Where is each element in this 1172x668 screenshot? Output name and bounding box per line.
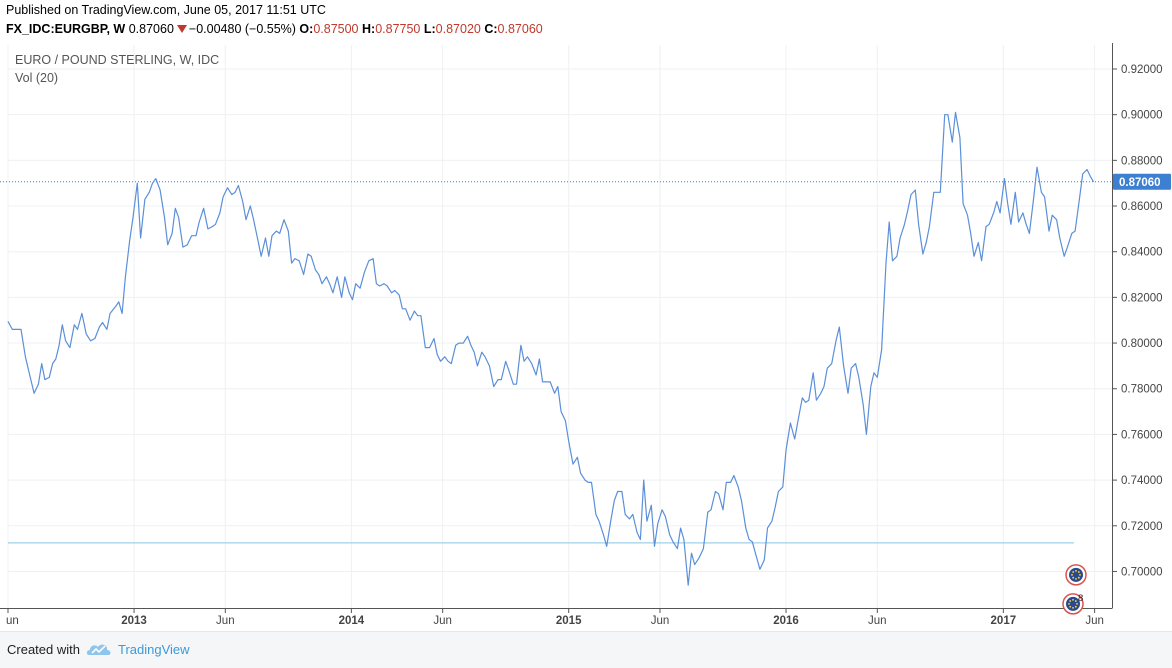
low-value: 0.87020	[435, 22, 481, 36]
y-tick-label: 0.86000	[1121, 201, 1163, 213]
created-with-text: Created with	[7, 642, 80, 657]
published-line: Published on TradingView.com, June 05, 2…	[6, 3, 326, 17]
eu-star-icon	[1072, 598, 1074, 601]
y-tick-label: 0.70000	[1121, 566, 1163, 578]
last-price: 0.87060	[128, 22, 174, 36]
x-tick-label: Jun	[216, 615, 235, 627]
y-tick-label: 0.92000	[1121, 64, 1163, 76]
open-label: O:	[299, 22, 314, 36]
y-tick-label: 0.84000	[1121, 247, 1163, 259]
volume-legend: Vol (20)	[15, 71, 59, 85]
footer-bar: Created with TradingView	[0, 631, 1172, 668]
eu-star-icon	[1075, 577, 1077, 580]
event-badge-group-flag-icon	[1066, 596, 1080, 611]
eu-star-icon	[1079, 573, 1081, 576]
y-tick-label: 0.90000	[1121, 110, 1163, 122]
low-label: L:	[423, 22, 436, 36]
y-tick-label: 0.78000	[1121, 384, 1163, 396]
eu-star-icon	[1074, 600, 1077, 602]
chart-legend-title: EURO / POUND STERLING, W, IDC	[15, 53, 220, 67]
eu-star-icon	[1069, 600, 1072, 602]
x-tick-label: 2014	[339, 615, 365, 627]
symbol-quote-line: FX_IDC:EURGBP, W 0.87060 −0.00480 (−0.55%…	[6, 22, 543, 36]
symbol-name[interactable]: FX_IDC:EURGBP, W	[6, 22, 126, 36]
eu-star-icon	[1076, 602, 1078, 605]
event-badge-count: 8	[1078, 593, 1083, 604]
close-value: 0.87060	[497, 22, 543, 36]
open-value: 0.87500	[313, 22, 359, 36]
price-series-line	[7, 111, 1095, 586]
eu-star-icon	[1072, 606, 1074, 609]
eu-star-icon	[1074, 605, 1077, 608]
current-price-label: 0.87060	[1119, 177, 1161, 189]
x-tick-label: Jun	[433, 615, 452, 627]
x-tick-label: 2016	[773, 615, 799, 627]
x-tick-label: Jun	[651, 615, 670, 627]
eu-star-icon	[1069, 605, 1072, 608]
tradingview-brand-link[interactable]: TradingView	[118, 642, 190, 657]
eu-star-icon	[1072, 571, 1075, 573]
price-chart[interactable]: 0.92000 0.90000 0.88000 0.86000 0.84000 0.820…	[0, 43, 1172, 631]
y-tick-label: 0.72000	[1121, 521, 1163, 533]
current-price-tag	[1113, 173, 1171, 190]
tradingview-logo-icon[interactable]	[86, 641, 112, 657]
y-tick-label: 0.82000	[1121, 292, 1163, 304]
y-tick-label: 0.74000	[1121, 475, 1163, 487]
y-tick-label: 0.88000	[1121, 155, 1163, 167]
eu-star-icon	[1077, 571, 1080, 573]
x-tick-label: 2015	[556, 615, 582, 627]
x-tick-label: Jun	[1085, 615, 1104, 627]
price-change: −0.00480 (−0.55%)	[188, 22, 296, 36]
x-tick-label: un	[6, 615, 19, 627]
event-badge-flag-icon	[1069, 567, 1083, 582]
eu-star-icon	[1075, 569, 1077, 572]
x-tick-label: Jun	[868, 615, 887, 627]
eu-star-icon	[1068, 602, 1070, 605]
x-tick-label: 2017	[991, 615, 1017, 627]
y-tick-label: 0.80000	[1121, 338, 1163, 350]
high-value: 0.87750	[375, 22, 421, 36]
down-triangle-icon	[176, 25, 187, 33]
eu-star-icon	[1077, 576, 1080, 579]
high-label: H:	[361, 22, 376, 36]
x-tick-label: 2013	[121, 615, 147, 627]
eu-star-icon	[1072, 576, 1075, 579]
eu-star-icon	[1071, 573, 1073, 576]
close-label: C:	[484, 22, 498, 36]
y-tick-label: 0.76000	[1121, 429, 1163, 441]
